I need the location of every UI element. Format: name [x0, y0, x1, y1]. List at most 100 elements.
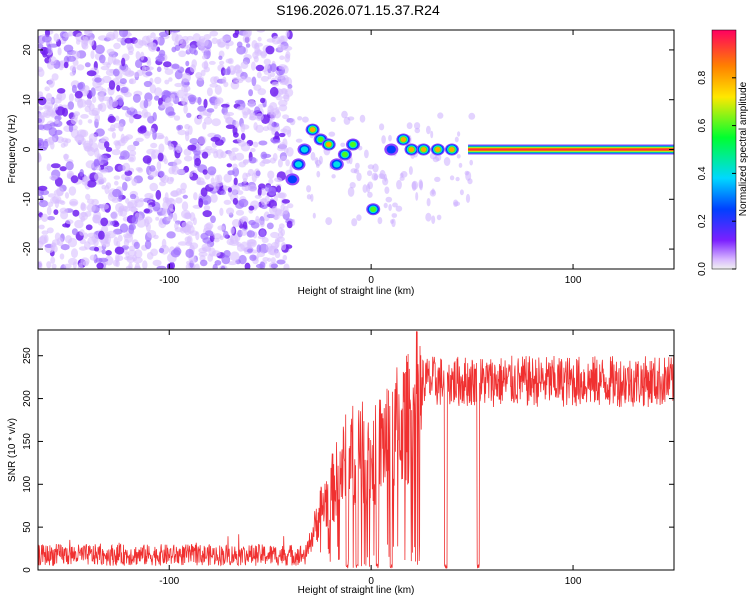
noise-cell: [232, 163, 238, 170]
noise-cell: [150, 142, 158, 149]
noise-cell: [269, 157, 276, 164]
noise-cell: [274, 239, 280, 249]
snr-y-ticks: 0 50 100 150 200 250: [22, 347, 674, 573]
noise-cell: [142, 197, 152, 203]
noise-cell: [162, 208, 167, 217]
noise-cell: [154, 87, 163, 97]
noise-cell: [89, 37, 95, 46]
noise-cell: [256, 244, 262, 253]
noise-cell: [90, 142, 99, 153]
noise-cell: [264, 64, 270, 70]
noise-cell: [242, 221, 248, 230]
x-tick-label: 100: [565, 576, 582, 587]
noise-cell: [68, 124, 74, 133]
noise-cell: [186, 112, 192, 118]
noise-cell: [40, 46, 49, 56]
noise-cell: [206, 112, 211, 119]
noise-cell: [271, 35, 281, 45]
noise-cell: [105, 182, 112, 190]
noise-cell: [120, 86, 129, 94]
noise-cell: [367, 191, 373, 198]
noise-cell: [219, 235, 224, 241]
noise-cell: [173, 115, 181, 121]
noise-cell: [113, 58, 120, 65]
noise-cell: [449, 175, 455, 181]
noise-cell: [367, 170, 373, 177]
noise-cell: [373, 173, 378, 181]
noise-cell: [69, 71, 76, 77]
noise-cell: [268, 187, 276, 196]
noise-cell: [100, 217, 109, 227]
noise-cell: [388, 204, 392, 211]
noise-cell: [119, 155, 125, 160]
noise-cell: [382, 177, 389, 186]
noise-cell: [458, 162, 463, 168]
noise-cell: [282, 125, 292, 135]
noise-cell: [197, 96, 202, 106]
noise-cell: [248, 205, 255, 211]
signal-blob: [408, 147, 415, 152]
noise-cell: [135, 59, 143, 68]
noise-cell: [306, 185, 312, 193]
noise-cell: [278, 142, 287, 151]
signal-blob: [333, 161, 341, 168]
noise-cell: [248, 184, 258, 192]
noise-cell: [78, 119, 83, 126]
noise-cell: [63, 263, 72, 269]
noise-cell: [186, 235, 193, 245]
noise-cell: [110, 211, 118, 220]
x-tick-label: 0: [368, 576, 374, 587]
noise-cell: [122, 162, 131, 172]
noise-cell: [94, 166, 102, 171]
noise-cell: [237, 182, 245, 187]
noise-cell: [437, 112, 444, 119]
noise-cell: [38, 124, 45, 130]
snr-x-ticks: -100 0 100: [159, 330, 582, 587]
noise-cell: [81, 39, 88, 49]
noise-cell: [270, 257, 276, 264]
noise-cell: [392, 202, 398, 208]
noise-cell: [248, 116, 257, 121]
noise-cell: [234, 120, 239, 129]
noise-cell: [283, 92, 290, 102]
noise-cell: [155, 216, 160, 221]
noise-cell: [128, 223, 136, 231]
noise-cell: [242, 172, 249, 181]
noise-cell: [89, 254, 97, 261]
noise-cell: [156, 265, 167, 269]
noise-cell: [174, 70, 183, 80]
y-tick-label: 0: [22, 567, 33, 573]
noise-cell: [349, 182, 356, 189]
noise-cell: [163, 61, 172, 68]
noise-cell: [170, 30, 181, 33]
signal-blob: [300, 146, 309, 153]
signal-blob: [421, 147, 427, 152]
noise-cell: [46, 261, 52, 269]
noise-cell: [278, 64, 287, 70]
noise-cell: [436, 214, 442, 221]
noise-cell: [158, 247, 165, 254]
noise-cell: [295, 138, 303, 143]
noise-cell: [157, 134, 165, 140]
noise-cell: [225, 124, 235, 129]
noise-cell: [310, 151, 316, 161]
noise-cell: [227, 187, 232, 193]
noise-cell: [131, 178, 138, 186]
noise-cell: [176, 169, 186, 175]
noise-cell: [384, 186, 390, 194]
noise-cell: [101, 136, 109, 143]
noise-cell: [187, 94, 197, 103]
noise-cell: [97, 104, 103, 111]
noise-cell: [84, 175, 89, 186]
noise-cell: [120, 133, 126, 143]
noise-cell: [143, 80, 152, 88]
noise-cell: [53, 33, 60, 42]
noise-cell: [174, 222, 179, 230]
noise-cell: [84, 30, 91, 35]
noise-cell: [98, 230, 105, 240]
noise-cell: [205, 222, 214, 230]
noise-cell: [81, 137, 86, 145]
noise-cell: [222, 76, 227, 84]
noise-cell: [59, 207, 69, 214]
noise-cell: [469, 159, 474, 166]
